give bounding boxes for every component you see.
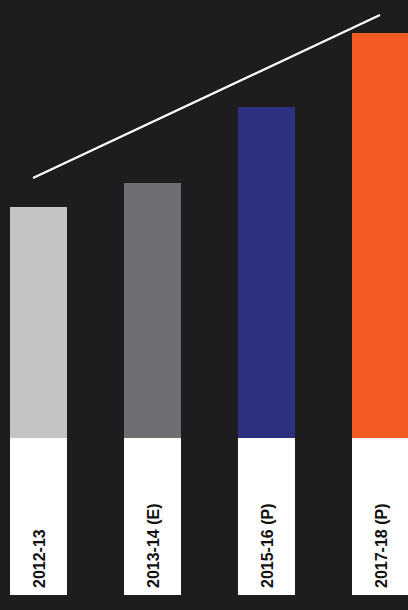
svg-text:2012-13: 2012-13 — [31, 529, 48, 588]
svg-text:2013-14 (E): 2013-14 (E) — [145, 504, 162, 589]
svg-text:2015-16 (P): 2015-16 (P) — [259, 504, 276, 589]
svg-text:2017-18 (P): 2017-18 (P) — [373, 504, 390, 589]
